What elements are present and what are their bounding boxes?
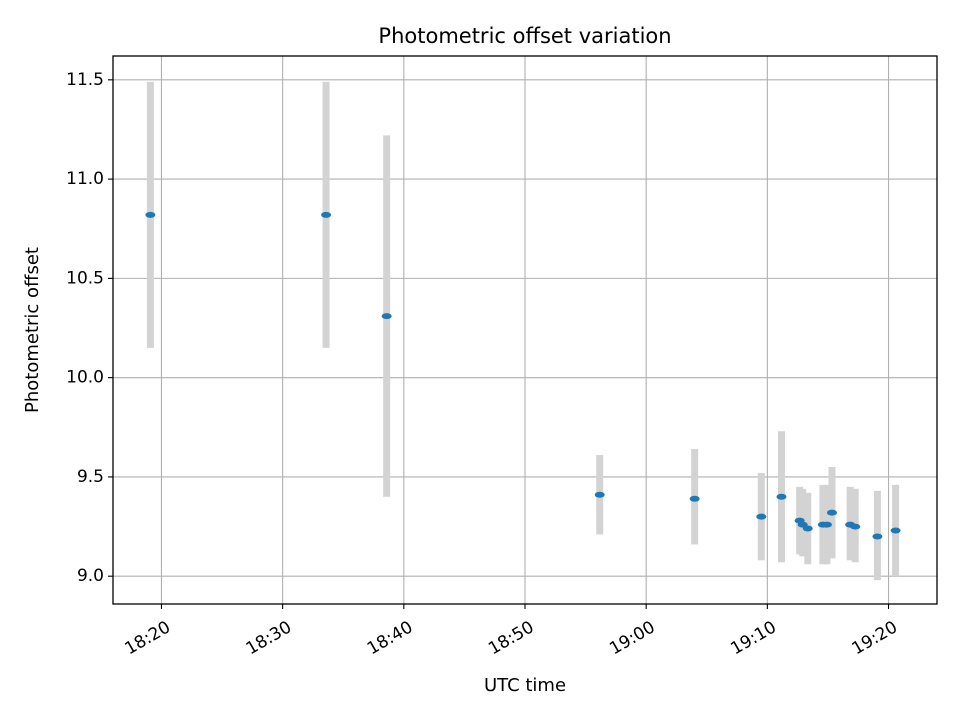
data-point	[802, 525, 813, 532]
grid	[113, 56, 937, 604]
data-point	[826, 509, 837, 516]
data-point	[145, 211, 156, 218]
y-tick-label: 10.5	[66, 268, 104, 288]
data-point	[776, 493, 787, 500]
data-point	[689, 495, 700, 502]
data-point	[381, 313, 392, 320]
y-tick-label: 11.0	[66, 169, 104, 189]
y-axis-title: Photometric offset	[22, 247, 43, 413]
chart-title: Photometric offset variation	[378, 24, 671, 48]
y-tick-label: 10.0	[66, 368, 104, 388]
data-point	[872, 533, 883, 540]
y-axis: 9.0 9.5 10.0 10.5 11.0 11.5	[66, 70, 113, 586]
data-point	[594, 491, 605, 498]
x-axis-title: UTC time	[484, 675, 566, 696]
data-points	[145, 211, 901, 540]
data-point	[756, 513, 767, 520]
y-tick-label: 9.0	[77, 566, 104, 586]
data-point	[321, 211, 332, 218]
data-point	[850, 523, 861, 530]
y-tick-label: 9.5	[77, 467, 104, 487]
data-point	[890, 527, 901, 534]
data-point	[821, 521, 832, 528]
y-tick-label: 11.5	[66, 70, 104, 90]
